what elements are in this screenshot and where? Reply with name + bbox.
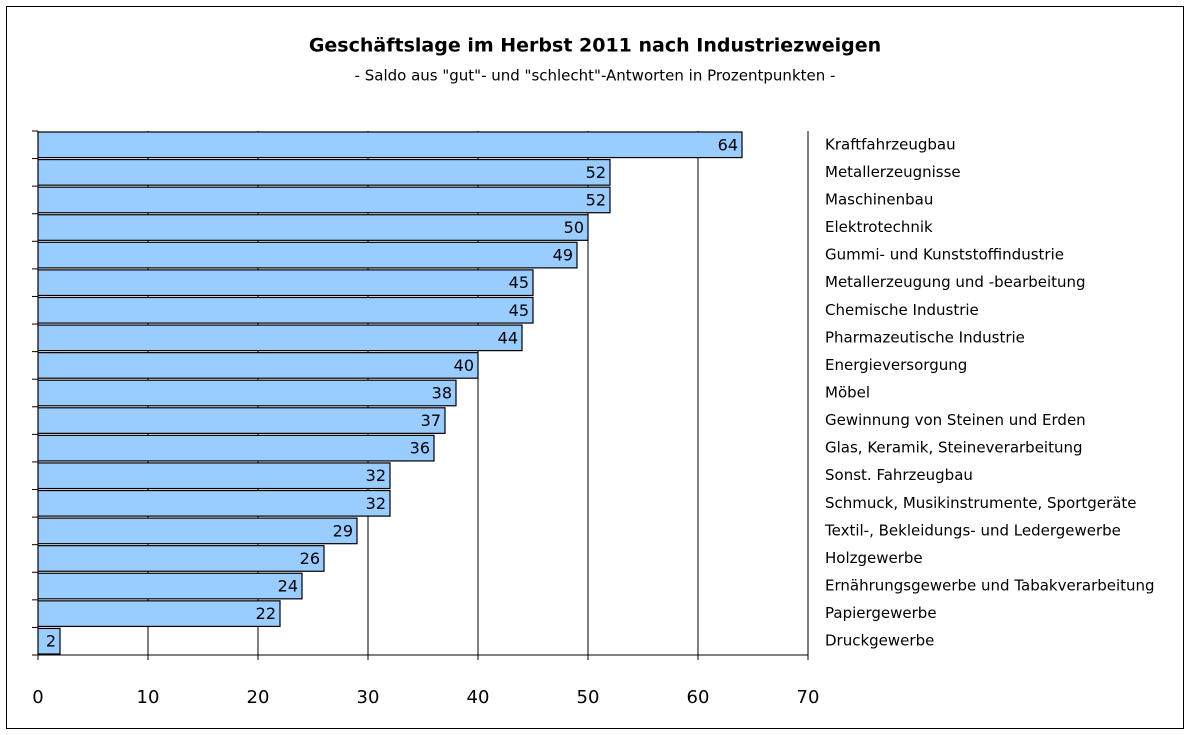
value-label: 37 xyxy=(421,411,441,430)
x-tick-label: 30 xyxy=(357,687,380,708)
value-label: 32 xyxy=(366,466,386,485)
value-label: 52 xyxy=(586,190,606,209)
category-label: Energieversorgung xyxy=(825,356,967,374)
x-tick-label: 0 xyxy=(32,687,43,708)
value-label: 2 xyxy=(46,632,56,651)
category-label: Chemische Industrie xyxy=(825,301,979,319)
chart-subtitle: - Saldo aus "gut"- und "schlecht"-Antwor… xyxy=(355,67,836,85)
category-label: Textil-, Bekleidungs- und Ledergewerbe xyxy=(824,521,1121,539)
value-label: 44 xyxy=(498,328,518,347)
bar xyxy=(37,600,281,628)
category-label: Sonst. Fahrzeugbau xyxy=(825,466,973,484)
bar xyxy=(37,324,523,352)
category-label: Maschinenbau xyxy=(825,190,933,208)
bar xyxy=(37,214,589,241)
bar xyxy=(37,517,358,545)
x-tick-label: 10 xyxy=(137,687,160,708)
chart-title: Geschäftslage im Herbst 2011 nach Indust… xyxy=(309,35,881,57)
category-label: Gewinnung von Steinen und Erden xyxy=(825,411,1086,429)
value-label: 36 xyxy=(410,439,430,458)
category-label: Elektrotechnik xyxy=(825,218,933,236)
category-label: Möbel xyxy=(825,384,870,402)
value-label: 49 xyxy=(553,246,573,265)
category-label: Metallerzeugung und -bearbeitung xyxy=(825,273,1086,291)
x-tick-label: 50 xyxy=(577,687,600,708)
value-label: 45 xyxy=(509,273,529,292)
category-label: Papiergewerbe xyxy=(825,604,937,622)
category-label: Holzgewerbe xyxy=(825,549,923,567)
value-label: 52 xyxy=(586,163,606,182)
category-label: Kraftfahrzeugbau xyxy=(825,135,956,153)
bar xyxy=(37,407,446,434)
x-tick-label: 70 xyxy=(797,687,820,708)
value-label: 29 xyxy=(333,521,353,540)
bar xyxy=(37,545,325,572)
bar xyxy=(37,296,534,324)
bar xyxy=(37,489,391,517)
bar xyxy=(37,186,611,214)
bar xyxy=(37,379,457,407)
value-label: 64 xyxy=(718,135,738,154)
value-label: 45 xyxy=(509,301,529,320)
bar xyxy=(37,462,391,490)
bar xyxy=(37,241,578,269)
value-label: 26 xyxy=(300,549,320,568)
bar xyxy=(37,572,303,600)
bar xyxy=(37,434,435,462)
value-label: 40 xyxy=(454,356,474,375)
category-label: Ernährungsgewerbe und Tabakverarbeitung xyxy=(825,577,1155,595)
value-label: 32 xyxy=(366,494,386,513)
value-label: 22 xyxy=(256,604,276,623)
bar xyxy=(37,158,611,186)
category-label: Pharmazeutische Industrie xyxy=(825,328,1025,346)
value-label: 50 xyxy=(564,218,584,237)
bar xyxy=(37,627,61,655)
x-tick-label: 60 xyxy=(687,687,710,708)
bar xyxy=(37,269,534,297)
category-label: Glas, Keramik, Steineverarbeitung xyxy=(825,439,1083,457)
category-label: Schmuck, Musikinstrumente, Sportgeräte xyxy=(825,494,1137,512)
x-tick-label: 40 xyxy=(467,687,490,708)
category-label: Druckgewerbe xyxy=(825,632,934,650)
category-label: Gummi- und Kunststoffindustrie xyxy=(825,246,1064,264)
bar xyxy=(37,352,479,379)
bar xyxy=(37,131,743,159)
category-label: Metallerzeugnisse xyxy=(825,163,961,181)
value-label: 38 xyxy=(432,384,452,403)
x-tick-label: 20 xyxy=(247,687,270,708)
value-label: 24 xyxy=(278,577,298,596)
